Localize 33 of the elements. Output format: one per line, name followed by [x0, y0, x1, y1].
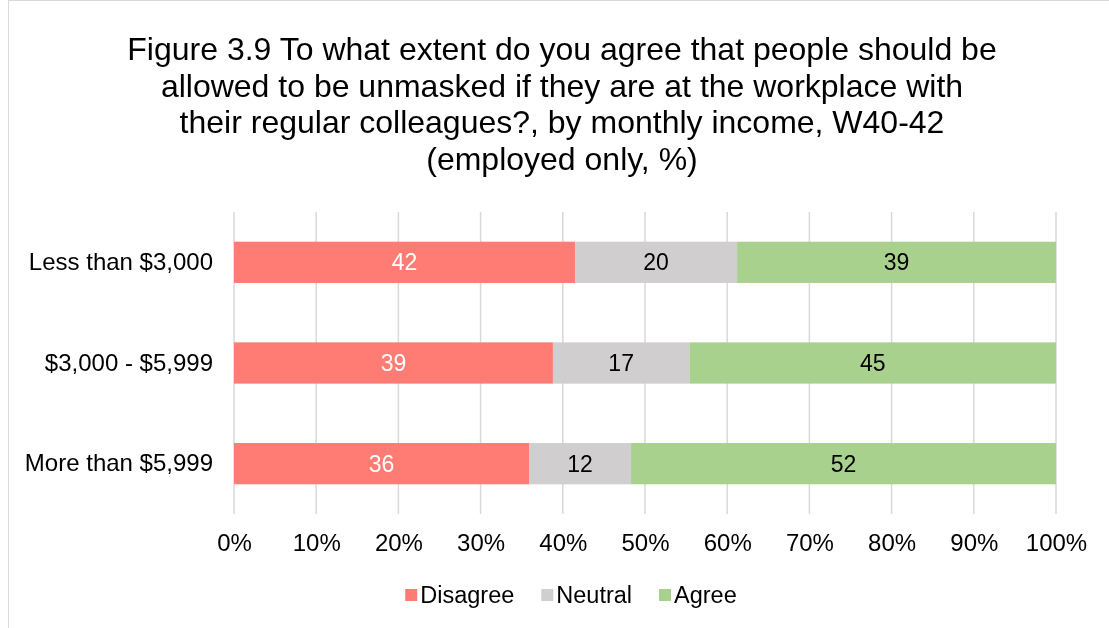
data-label: 39	[380, 350, 407, 377]
x-tick-label: 20%	[374, 529, 423, 557]
bar	[689, 342, 1056, 384]
x-tick-label: 30%	[457, 529, 506, 557]
y-tick-label: Less than $3,000	[28, 248, 213, 276]
data-label: 20	[643, 249, 669, 276]
bar	[737, 241, 1056, 283]
legend-label: Agree	[674, 582, 737, 609]
y-tick-label: $3,000 - $5,999	[44, 348, 213, 376]
legend-label: Disagree	[420, 582, 515, 609]
y-tick-label: More than $5,999	[24, 449, 213, 477]
bar	[234, 241, 576, 283]
x-tick-label: 10%	[292, 529, 341, 557]
x-tick-label: 70%	[785, 529, 834, 557]
data-label: 12	[567, 450, 593, 477]
data-label: 42	[391, 249, 418, 276]
bar	[631, 443, 1056, 485]
bar	[234, 443, 530, 485]
x-tick-label: 0%	[217, 529, 252, 557]
data-label: 52	[830, 450, 857, 477]
x-tick-label: 50%	[621, 529, 670, 557]
data-label: 45	[859, 350, 886, 377]
legend-label: Neutral	[556, 582, 633, 609]
x-tick-label: 90%	[950, 529, 999, 557]
data-label: 39	[883, 249, 910, 276]
chart-title: Figure 3.9 To what extent do you agree that people should be allowed to be unmasked if they are at the workplace with their regular colleagues?, by monthly income, W40-42 (employed only, %)	[127, 31, 997, 178]
data-label: 36	[368, 450, 395, 477]
x-tick-label: 60%	[703, 529, 752, 557]
x-tick-label: 80%	[868, 529, 917, 557]
x-tick-label: 100%	[1025, 529, 1088, 557]
data-label: 17	[608, 350, 634, 377]
x-tick-label: 40%	[539, 529, 588, 557]
bar	[234, 342, 553, 384]
